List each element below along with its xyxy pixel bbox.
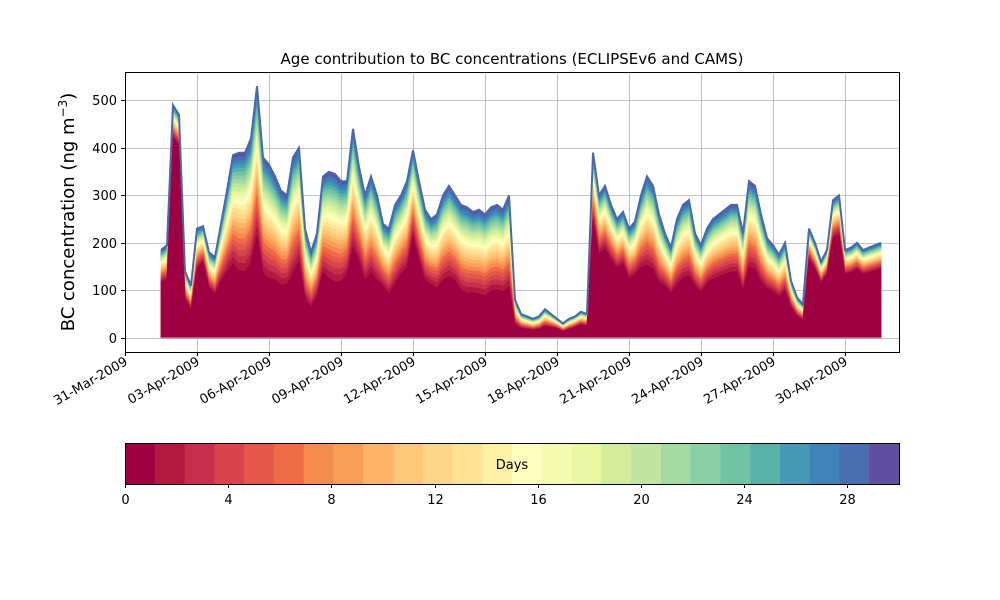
plot-frame [125, 72, 900, 353]
colorbar-swatch [512, 443, 543, 484]
colorbar-swatch [214, 443, 245, 484]
colorbar-tick-label: 24 [736, 493, 753, 508]
colorbar-swatch [631, 443, 662, 484]
colorbar-swatch [750, 443, 781, 484]
colorbar-swatch [869, 443, 900, 484]
x-tick-label: 03-Apr-2009 [125, 354, 202, 407]
total-concentration-line [160, 86, 882, 325]
colorbar-swatch [482, 443, 513, 484]
y-axis-label-main: BC concentration (ng m [58, 117, 79, 331]
x-tick-label: 31-Mar-2009 [51, 354, 130, 408]
colorbar-swatch [184, 443, 215, 484]
colorbar-swatch [154, 443, 186, 484]
colorbar-swatch [809, 443, 841, 484]
colorbar-swatch [244, 443, 275, 484]
y-axis-label-superscript: −3 [56, 100, 70, 118]
age-band-0 [160, 136, 882, 339]
colorbar-swatch [720, 443, 751, 484]
x-axis: 31-Mar-200903-Apr-200906-Apr-200909-Apr-… [51, 352, 851, 409]
colorbar-swatch [541, 443, 573, 484]
colorbar-tick-label: 12 [427, 493, 444, 508]
colorbar-swatch [273, 443, 305, 484]
colorbar-swatch [690, 443, 721, 484]
colorbar-swatch [333, 443, 364, 484]
colorbar-tick-label: 8 [327, 493, 335, 508]
x-tick-label: 21-Apr-2009 [557, 354, 634, 407]
y-tick-label: 500 [92, 94, 117, 109]
colorbar-swatch [452, 443, 483, 484]
y-tick-label: 400 [92, 142, 117, 157]
chart-title: Age contribution to BC concentrations (E… [281, 50, 744, 68]
colorbar-swatch [660, 443, 692, 484]
colorbar-swatch [125, 443, 156, 484]
colorbar-swatch [422, 443, 454, 484]
colorbar-frame [125, 443, 900, 485]
colorbar [125, 443, 900, 484]
x-tick-label: 06-Apr-2009 [197, 354, 274, 407]
x-tick-label: 24-Apr-2009 [629, 354, 706, 407]
colorbar-tick-label: 0 [121, 493, 129, 508]
colorbar-swatch [392, 443, 424, 484]
x-tick-label: 12-Apr-2009 [341, 354, 418, 407]
colorbar-swatch [779, 443, 811, 484]
line-layer [160, 86, 882, 339]
colorbar-tick-label: 28 [839, 493, 856, 508]
y-tick-label: 300 [92, 189, 117, 204]
x-tick-label: 30-Apr-2009 [773, 354, 850, 407]
y-tick-label: 200 [92, 237, 117, 252]
colorbar-tick-label: 4 [224, 493, 232, 508]
y-tick-label: 100 [92, 284, 117, 299]
x-tick-label: 18-Apr-2009 [485, 354, 562, 407]
colorbar-label: Days [496, 458, 529, 473]
y-axis-label-suffix: ) [58, 93, 79, 100]
colorbar-tick-label: 20 [633, 493, 650, 508]
colorbar-swatch [571, 443, 602, 484]
x-tick-label: 15-Apr-2009 [413, 354, 490, 407]
colorbar-swatch [363, 443, 394, 484]
colorbar-swatch [601, 443, 632, 484]
colorbar-tick-label: 16 [530, 493, 547, 508]
y-tick-label: 0 [109, 332, 117, 347]
area-layer [160, 86, 882, 339]
colorbar-swatch [303, 443, 334, 484]
y-axis-label: BC concentration (ng m−3) [56, 93, 79, 332]
x-tick-label: 27-Apr-2009 [701, 354, 778, 407]
colorbar-swatch [839, 443, 870, 484]
colorbar-ticks: 0 4 8 12 16 20 24 28 [121, 484, 856, 508]
x-tick-label: 09-Apr-2009 [269, 354, 346, 407]
y-axis: 0 100 200 300 400 500 [92, 94, 125, 347]
